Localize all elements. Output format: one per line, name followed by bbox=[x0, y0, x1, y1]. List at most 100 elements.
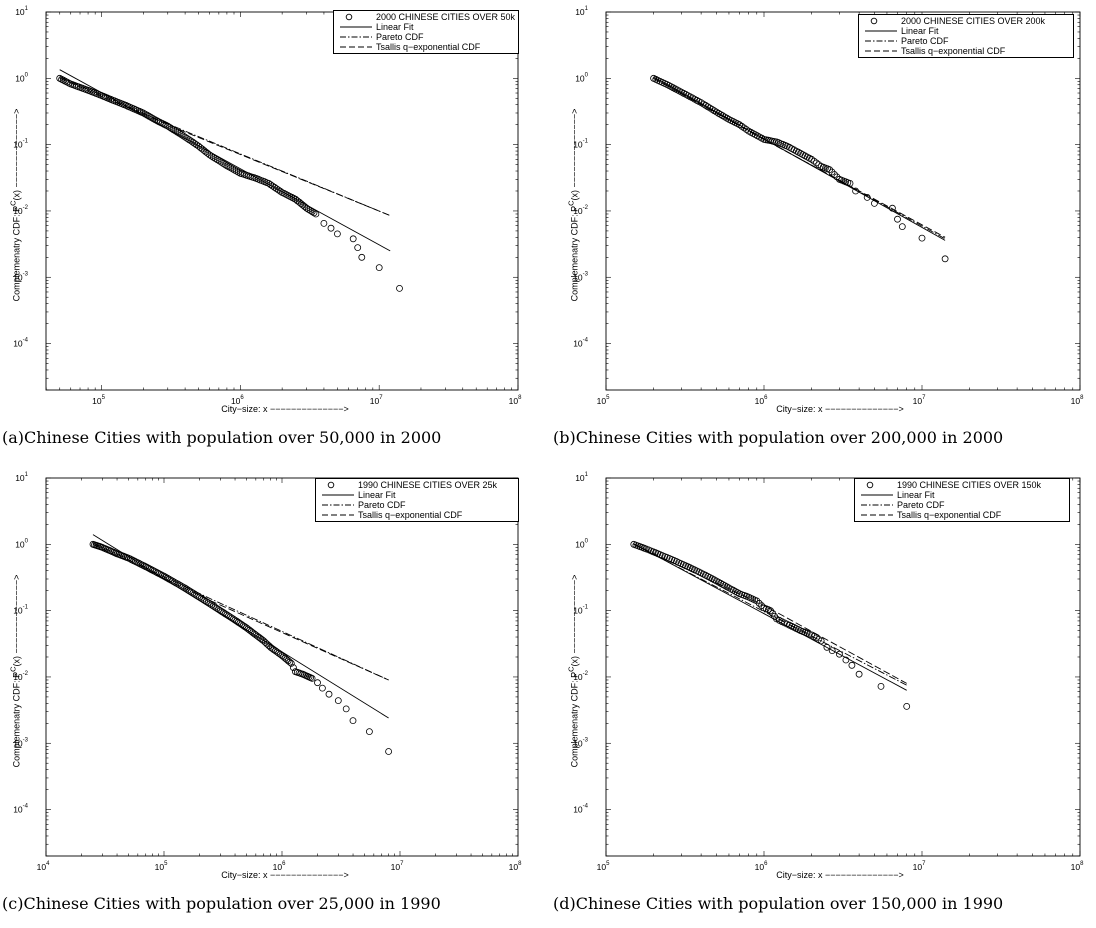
data-point bbox=[186, 587, 194, 595]
data-point bbox=[894, 215, 901, 223]
data-point bbox=[303, 204, 311, 212]
y-tick-label: 10-1 bbox=[13, 139, 28, 150]
x-tick-label: 107 bbox=[913, 861, 926, 872]
legend-entry-data: 2000 CHINESE CITIES OVER 200k bbox=[901, 16, 1046, 26]
legend-entry-linear-fit: Linear Fit bbox=[901, 26, 939, 36]
legend-line-solid bbox=[859, 490, 897, 500]
data-point bbox=[855, 670, 863, 678]
legend-line-dashdot bbox=[859, 500, 897, 510]
panel-caption: (c)Chinese Cities with population over 2… bbox=[2, 894, 441, 913]
legend-entry-tsallis: Tsallis q−exponential CDF bbox=[358, 510, 463, 520]
x-tick-label: 106 bbox=[231, 395, 244, 406]
data-point bbox=[187, 588, 195, 596]
data-point bbox=[358, 253, 366, 261]
x-tick-label: 108 bbox=[509, 395, 522, 406]
data-point bbox=[286, 658, 294, 666]
data-point bbox=[276, 187, 284, 195]
data-point bbox=[208, 152, 215, 160]
data-point bbox=[211, 155, 219, 162]
x-tick-label: 106 bbox=[755, 395, 768, 406]
legend-entry-linear-fit: Linear Fit bbox=[897, 490, 935, 500]
legend-entry-data: 1990 CHINESE CITIES OVER 25k bbox=[358, 480, 498, 490]
data-point bbox=[218, 608, 226, 616]
y-tick-label: 10-2 bbox=[13, 671, 28, 682]
x-tick-label: 107 bbox=[913, 395, 926, 406]
x-axis-label: City−size: x −−−−−−−−−−−−−−> bbox=[221, 870, 349, 880]
data-point bbox=[835, 650, 843, 658]
y-axis-label: Complemenatry CDF: PC(x) −−−−−−−−−−−−−−> bbox=[8, 108, 22, 302]
y-tick-label: 100 bbox=[15, 72, 28, 83]
data-point bbox=[349, 235, 357, 243]
data-point bbox=[197, 594, 205, 602]
y-tick-label: 10-3 bbox=[573, 737, 588, 748]
y-tick-label: 10-1 bbox=[573, 605, 588, 616]
data-point bbox=[342, 705, 350, 713]
x-tick-label: 105 bbox=[597, 861, 610, 872]
data-point bbox=[192, 591, 200, 599]
data-point bbox=[209, 153, 217, 161]
data-point bbox=[215, 157, 223, 165]
data-point bbox=[213, 156, 221, 164]
data-point bbox=[312, 210, 320, 218]
legend-line-dashed bbox=[338, 42, 376, 52]
legend-line-dashdot bbox=[320, 500, 358, 510]
data-point bbox=[162, 573, 170, 581]
y-tick-label: 10-3 bbox=[573, 271, 588, 282]
data-point bbox=[169, 577, 177, 585]
data-point bbox=[740, 124, 748, 132]
data-point bbox=[826, 166, 834, 174]
linear-fit-line bbox=[653, 76, 946, 241]
data-point bbox=[206, 151, 214, 159]
data-point bbox=[846, 179, 854, 187]
data-point bbox=[63, 78, 71, 86]
legend: 1990 CHINESE CITIES OVER 150k Linear Fit… bbox=[854, 478, 1070, 522]
data-point bbox=[172, 127, 179, 135]
y-tick-label: 10-2 bbox=[573, 671, 588, 682]
data-point bbox=[196, 593, 203, 601]
y-tick-label: 101 bbox=[15, 6, 28, 17]
data-point bbox=[185, 136, 193, 144]
data-point bbox=[182, 585, 190, 593]
tsallis-curve bbox=[633, 543, 907, 684]
legend-line-dashdot bbox=[863, 36, 901, 46]
y-axis-label: Complemenatry CDF: PC(x) −−−−−−−−−−−−−−> bbox=[8, 574, 22, 768]
pareto-curve bbox=[59, 76, 391, 217]
legend-marker-circle bbox=[338, 12, 376, 22]
y-tick-label: 10-3 bbox=[13, 271, 28, 282]
data-point bbox=[153, 117, 161, 124]
data-point bbox=[310, 209, 318, 217]
legend-entry-data: 2000 CHINESE CITIES OVER 50k bbox=[376, 12, 516, 22]
data-point bbox=[723, 114, 731, 122]
axes-frame bbox=[45, 11, 519, 391]
data-point bbox=[385, 748, 393, 755]
data-point bbox=[304, 205, 312, 213]
data-point bbox=[60, 76, 67, 84]
legend-entry-data: 1990 CHINESE CITIES OVER 150k bbox=[897, 480, 1042, 490]
panel-caption: (b)Chinese Cities with population over 2… bbox=[553, 428, 1004, 447]
legend-marker-circle bbox=[859, 480, 897, 490]
data-point bbox=[831, 171, 838, 178]
data-point bbox=[145, 112, 153, 120]
x-tick-label: 104 bbox=[37, 861, 50, 872]
panel-caption: (d)Chinese Cities with population over 1… bbox=[553, 894, 1004, 913]
data-point bbox=[135, 559, 143, 567]
data-point bbox=[225, 163, 233, 171]
data-point bbox=[289, 664, 297, 672]
data-point bbox=[166, 124, 174, 131]
data-point bbox=[217, 158, 225, 166]
chart-panel-d: 105 106 107 108 10-4 10-3 10-2 10-1 100 101 Compl… bbox=[548, 466, 1096, 928]
y-axis-label: Complemenatry CDF: PC(x) −−−−−−−−−−−−−−> bbox=[566, 574, 580, 768]
x-axis-label: City−size: x −−−−−−−−−−−−−−> bbox=[221, 404, 349, 414]
legend-entry-tsallis: Tsallis q−exponential CDF bbox=[901, 46, 1006, 56]
legend-marker-circle bbox=[320, 480, 358, 490]
tsallis-curve bbox=[653, 77, 946, 238]
x-tick-label: 106 bbox=[273, 861, 286, 872]
chart-plot-c: 104 105 106 107 108 10-4 10-3 10-2 10-1 100 101 bbox=[13, 472, 522, 872]
data-point bbox=[225, 612, 232, 620]
legend-entry-linear-fit: Linear Fit bbox=[376, 22, 414, 32]
data-point bbox=[736, 121, 743, 129]
panel-caption: (a)Chinese Cities with population over 5… bbox=[2, 428, 442, 447]
x-axis-label: City−size: x −−−−−−−−−−−−−−> bbox=[776, 404, 904, 414]
data-point bbox=[206, 600, 214, 608]
data-point bbox=[194, 592, 202, 600]
